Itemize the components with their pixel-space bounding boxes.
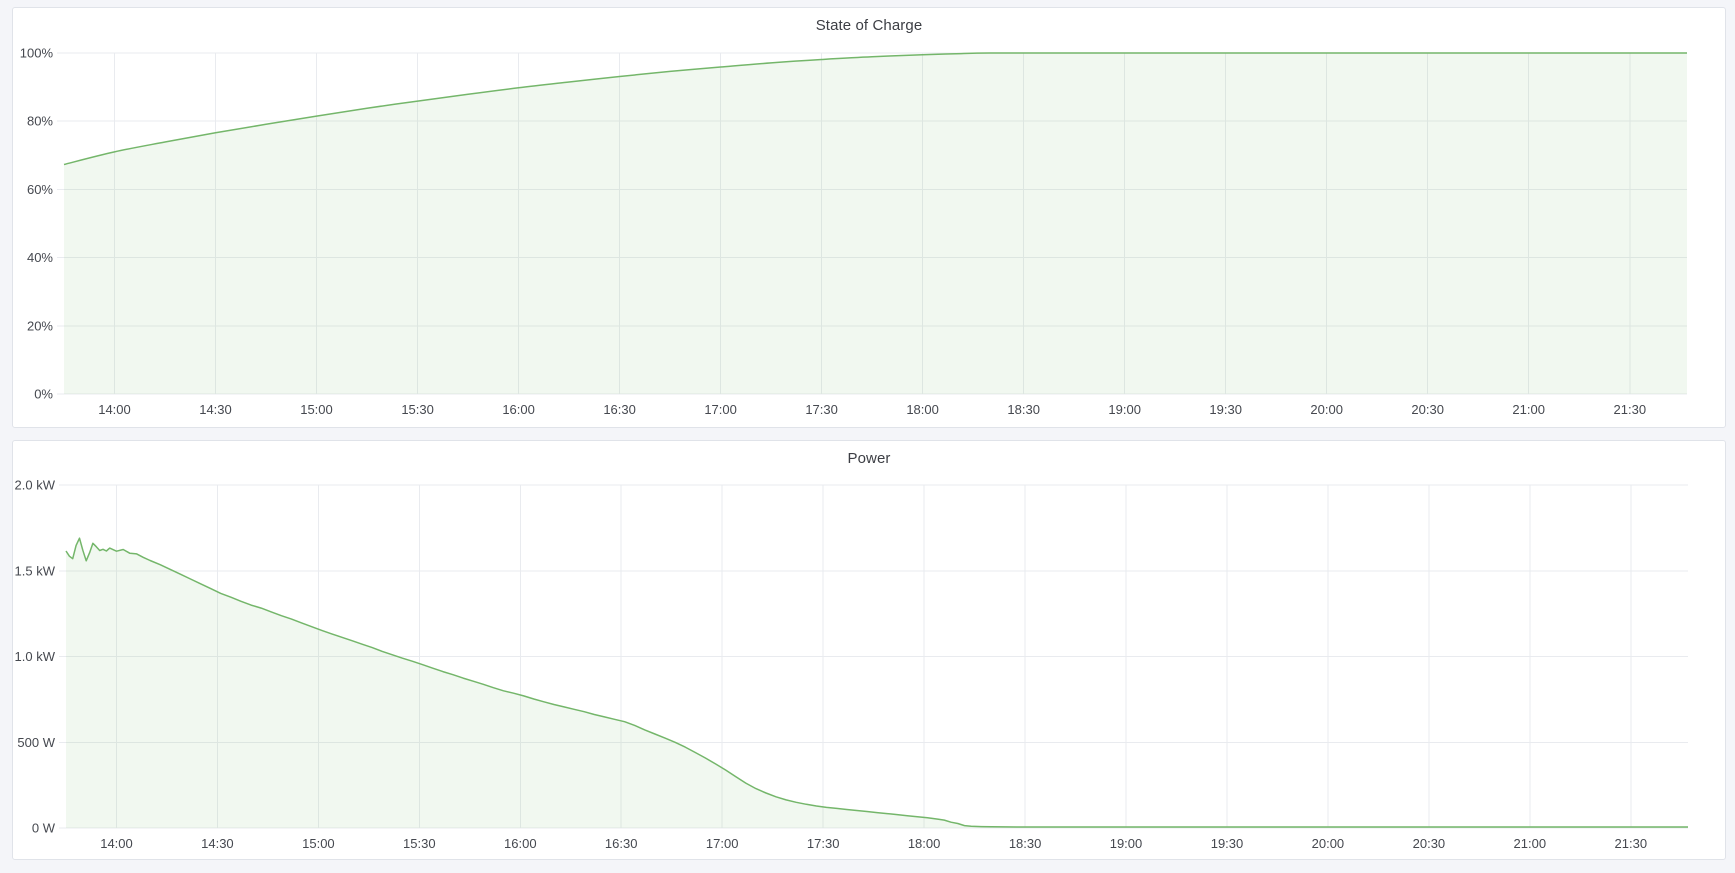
y-tick-label: 0 W bbox=[32, 821, 56, 836]
x-tick-label: 20:30 bbox=[1413, 836, 1446, 851]
x-tick-label: 20:00 bbox=[1310, 402, 1343, 417]
x-tick-label: 15:30 bbox=[403, 836, 436, 851]
x-tick-label: 17:30 bbox=[807, 836, 840, 851]
series-area bbox=[66, 538, 1688, 828]
y-tick-label: 0% bbox=[34, 387, 53, 402]
x-tick-label: 18:00 bbox=[906, 402, 939, 417]
state-of-charge-chart[interactable]: 14:00 14:30 15:00 15:30 16:00 16:30 17:00 17:30… bbox=[13, 8, 1725, 427]
y-tick-label: 100% bbox=[20, 46, 54, 61]
x-tick-label: 16:30 bbox=[605, 836, 638, 851]
y-tick-label: 20% bbox=[27, 318, 53, 333]
y-tick-label: 80% bbox=[27, 114, 53, 129]
x-tick-label: 18:30 bbox=[1007, 402, 1040, 417]
x-tick-label: 21:00 bbox=[1512, 402, 1545, 417]
x-tick-label: 15:00 bbox=[300, 402, 333, 417]
x-tick-label: 15:00 bbox=[302, 836, 335, 851]
y-tick-label: 2.0 kW bbox=[15, 478, 56, 493]
y-tick-label: 500 W bbox=[17, 735, 55, 750]
panel-power: 14:00 14:30 15:00 15:30 16:00 16:30 17:00 17:30… bbox=[12, 440, 1726, 860]
x-tick-label: 14:00 bbox=[98, 402, 131, 417]
x-tick-label: 15:30 bbox=[401, 402, 434, 417]
panel-title-state-of-charge[interactable]: State of Charge bbox=[815, 17, 923, 34]
x-tick-label: 19:30 bbox=[1209, 402, 1242, 417]
y-tick-label: 1.5 kW bbox=[15, 563, 56, 578]
x-tick-label: 21:30 bbox=[1614, 402, 1647, 417]
x-tick-label: 20:30 bbox=[1411, 402, 1444, 417]
x-tick-label: 16:00 bbox=[502, 402, 535, 417]
x-tick-label: 19:00 bbox=[1108, 402, 1141, 417]
x-tick-label: 21:00 bbox=[1514, 836, 1547, 851]
x-tick-label: 18:00 bbox=[908, 836, 941, 851]
x-tick-label: 21:30 bbox=[1615, 836, 1648, 851]
x-tick-label: 16:30 bbox=[603, 402, 636, 417]
x-tick-label: 14:30 bbox=[201, 836, 234, 851]
y-tick-label: 1.0 kW bbox=[15, 649, 56, 664]
x-tick-label: 17:30 bbox=[805, 402, 838, 417]
x-tick-label: 19:00 bbox=[1110, 836, 1143, 851]
y-tick-label: 40% bbox=[27, 250, 53, 265]
x-tick-label: 18:30 bbox=[1009, 836, 1042, 851]
x-tick-label: 14:00 bbox=[100, 836, 133, 851]
x-tick-label: 19:30 bbox=[1211, 836, 1244, 851]
power-chart[interactable]: 14:00 14:30 15:00 15:30 16:00 16:30 17:00 17:30… bbox=[13, 441, 1725, 859]
x-tick-label: 14:30 bbox=[199, 402, 232, 417]
x-tick-label: 17:00 bbox=[704, 402, 737, 417]
y-tick-label: 60% bbox=[27, 182, 53, 197]
series-area bbox=[64, 53, 1687, 394]
series-line bbox=[65, 537, 1688, 828]
series-line bbox=[63, 52, 1687, 166]
x-tick-label: 17:00 bbox=[706, 836, 739, 851]
panel-state-of-charge: 14:00 14:30 15:00 15:30 16:00 16:30 17:00 17:30… bbox=[12, 7, 1726, 428]
x-tick-label: 20:00 bbox=[1312, 836, 1345, 851]
x-tick-label: 16:00 bbox=[504, 836, 537, 851]
panel-title-power[interactable]: Power bbox=[847, 450, 891, 467]
